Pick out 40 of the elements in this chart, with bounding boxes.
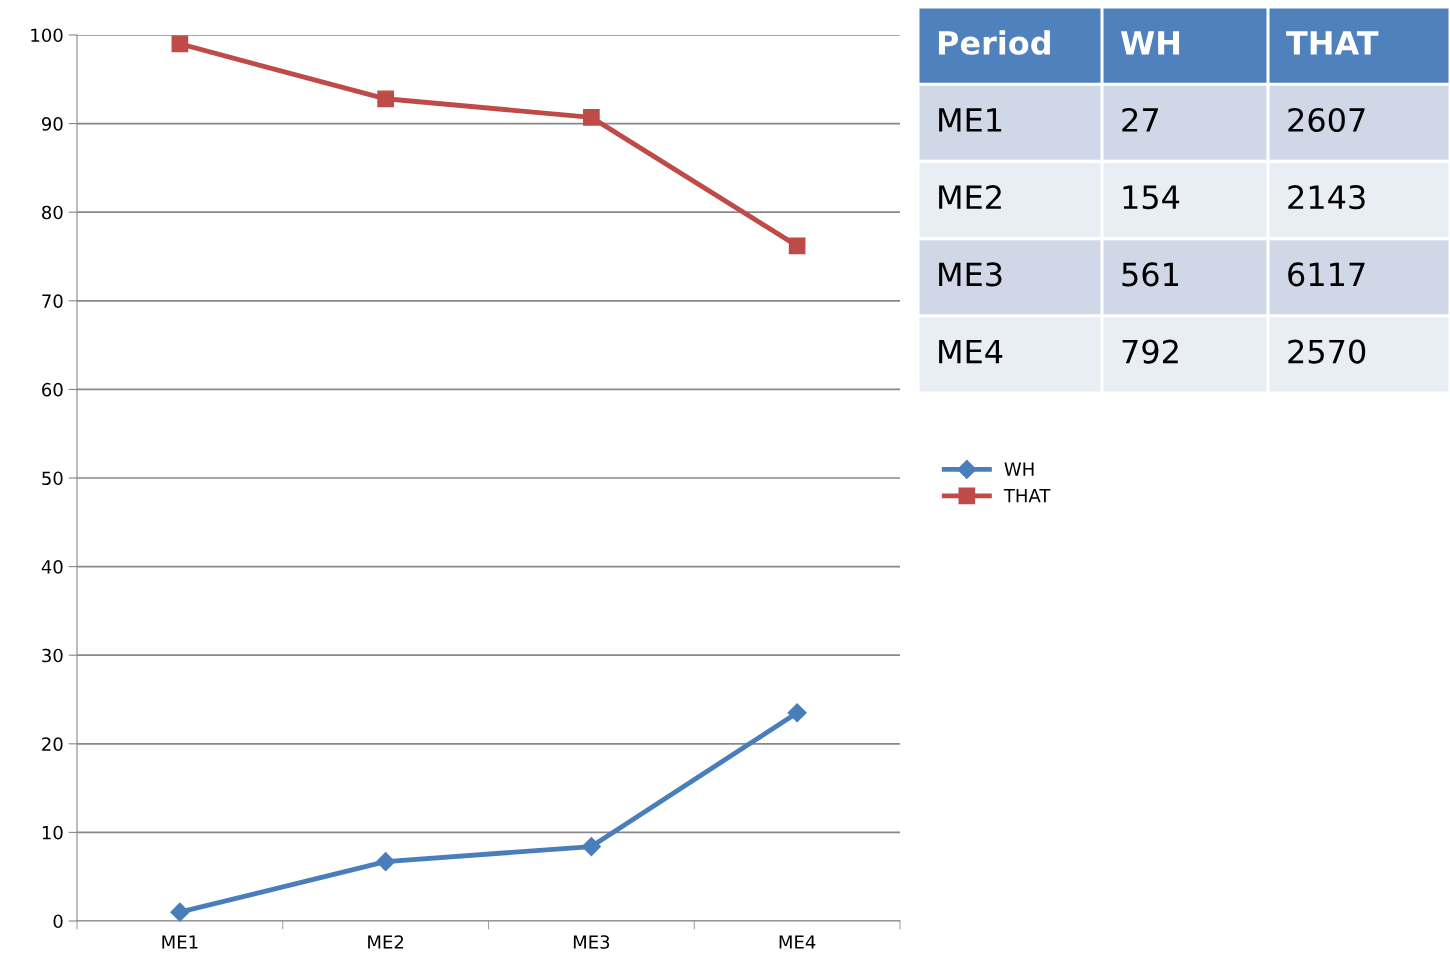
y-tick-label: 10 [42, 825, 63, 840]
category-label: ME3 [939, 262, 1002, 287]
point [376, 852, 396, 872]
point [171, 35, 189, 53]
text: 27 [1122, 107, 1158, 132]
point [788, 237, 806, 255]
x-tick-label: ME3 [573, 935, 610, 949]
x-tick-label: ME2 [368, 935, 404, 949]
point [787, 703, 807, 723]
y-tick-label: 90 [41, 117, 63, 131]
y-tick-label: 70 [42, 294, 63, 308]
text: 6117 [1288, 262, 1365, 287]
y-tick-label: 80 [42, 205, 63, 220]
text: 561 [1122, 262, 1179, 287]
text: 2570 [1288, 339, 1366, 364]
text: 154 [1123, 185, 1180, 210]
y-tick-label: 30 [42, 648, 63, 663]
y-tick-label: 0 [53, 914, 63, 929]
text: 2607 [1288, 107, 1365, 133]
x-tick-label: ME4 [779, 935, 816, 949]
y-tick-label: 20 [42, 737, 63, 751]
point [377, 90, 394, 108]
legend-label: WH [1004, 462, 1034, 476]
x-tick-label: ME1 [162, 935, 198, 949]
point [583, 109, 600, 126]
category-label: ME1 [939, 108, 1002, 132]
category-label: ME4 [939, 339, 1003, 364]
category-label: Period [938, 30, 1050, 55]
y-tick-label: 40 [41, 560, 63, 574]
text: 792 [1122, 339, 1178, 364]
legend-label: THAT [1003, 489, 1051, 503]
category-label: WH [1120, 31, 1180, 55]
y-tick-label: 100 [31, 28, 63, 43]
point [170, 902, 190, 922]
y-tick-label: 60 [42, 382, 63, 397]
category-label: ME2 [939, 185, 1001, 209]
y-tick-label: 50 [42, 471, 63, 486]
point [581, 837, 601, 857]
text: 2143 [1288, 185, 1365, 210]
category-label: THAT [1286, 31, 1379, 55]
